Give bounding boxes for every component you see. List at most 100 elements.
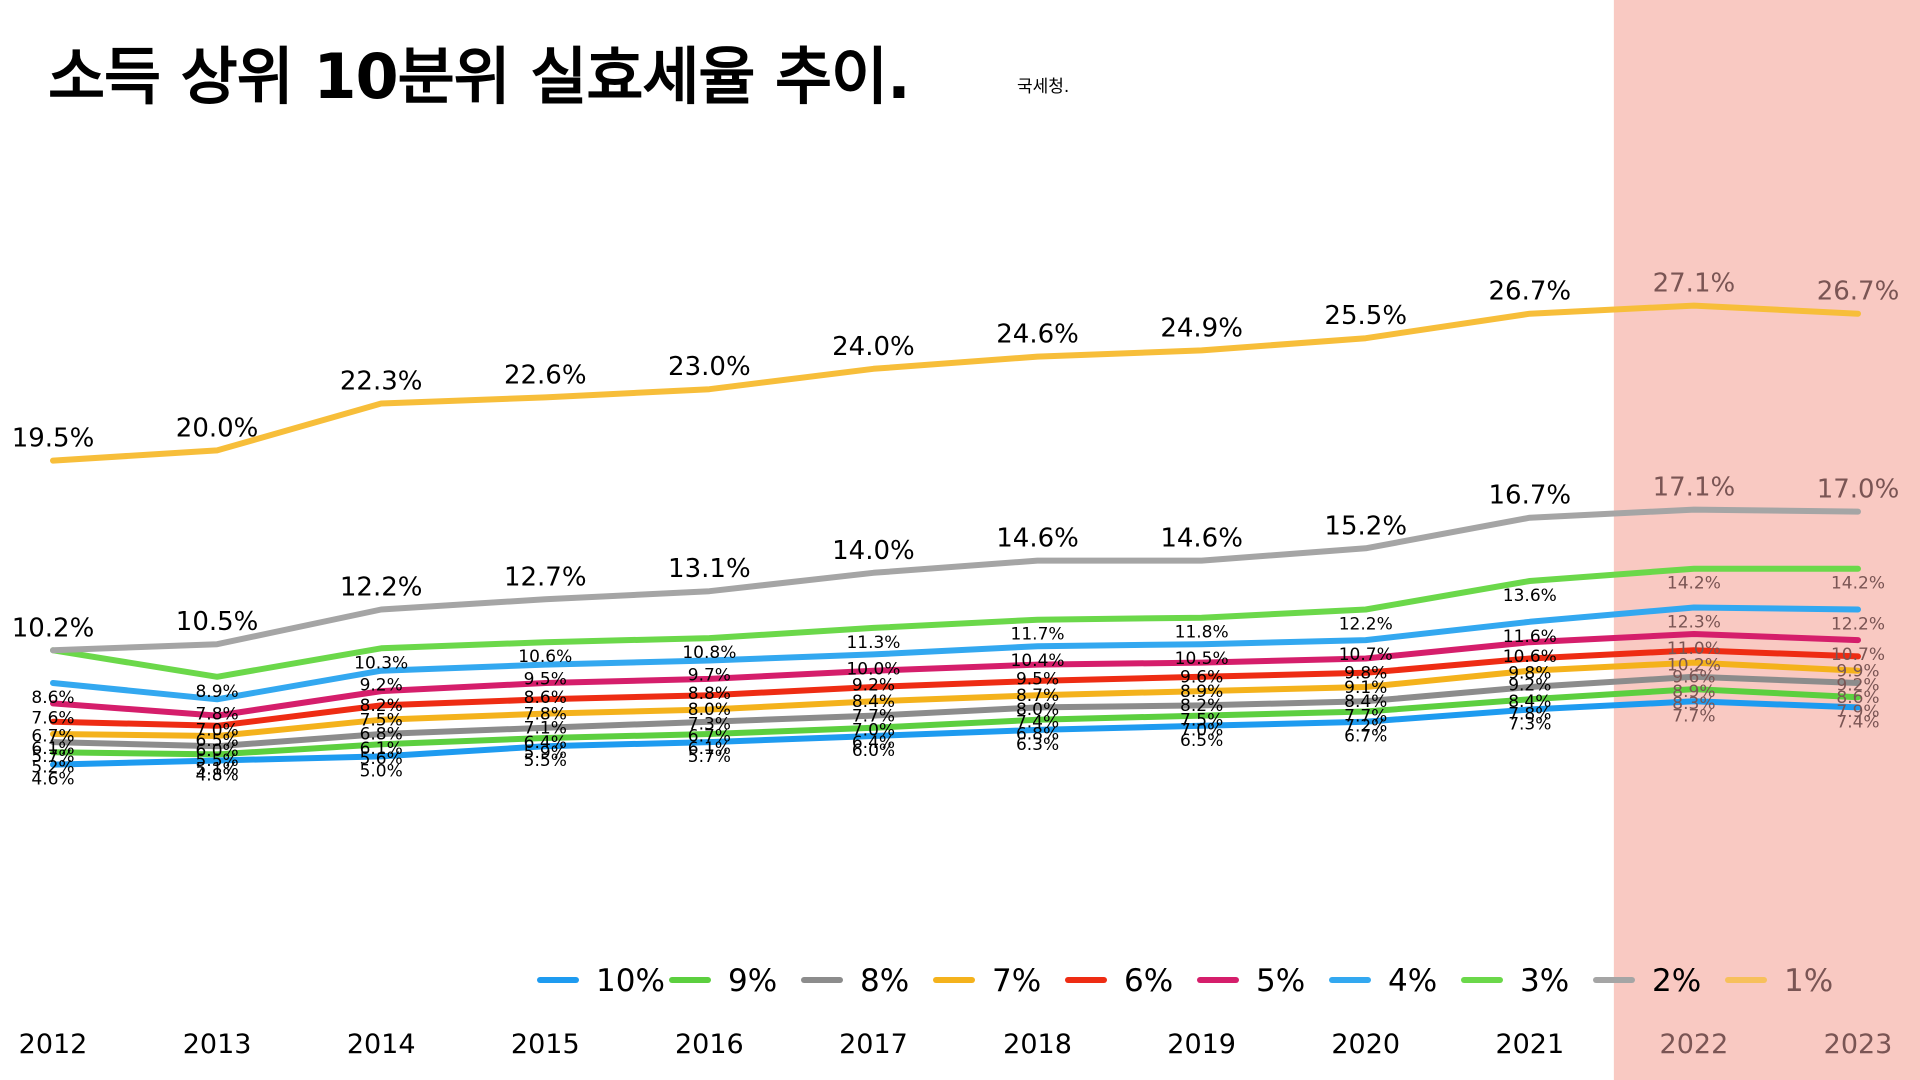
series-line-1pct bbox=[50, 302, 1861, 464]
data-label: 6.4% bbox=[524, 733, 567, 753]
data-label: 8.9% bbox=[1672, 682, 1715, 702]
data-label: 15.2% bbox=[1324, 511, 1407, 541]
data-label: 5.7% bbox=[31, 747, 74, 767]
data-label: 5.6% bbox=[360, 749, 403, 769]
data-label: 10.6% bbox=[518, 647, 572, 667]
data-label: 8.4% bbox=[1508, 692, 1551, 712]
data-label: 9.2% bbox=[1508, 676, 1551, 696]
data-label: 7.5% bbox=[360, 710, 403, 730]
data-label: 10.5% bbox=[176, 607, 259, 637]
series-line-9pct bbox=[50, 686, 1861, 758]
data-label: 9.7% bbox=[688, 666, 731, 686]
data-label: 8.3% bbox=[1672, 694, 1715, 714]
series-line-2pct bbox=[50, 506, 1861, 654]
x-tick-label: 2020 bbox=[1331, 1029, 1400, 1060]
series-line-4pct bbox=[50, 604, 1861, 703]
data-label: 8.6% bbox=[31, 688, 74, 708]
x-tick-label: 2018 bbox=[1003, 1029, 1072, 1060]
data-label: 8.6% bbox=[1836, 688, 1879, 708]
data-label: 10.2% bbox=[1667, 655, 1721, 675]
data-label: 16.7% bbox=[1489, 481, 1572, 511]
data-label: 7.7% bbox=[852, 706, 895, 726]
data-label: 7.5% bbox=[1180, 710, 1223, 730]
data-label: 7.9% bbox=[1836, 702, 1879, 722]
x-tick-label: 2021 bbox=[1495, 1029, 1564, 1060]
legend-label: 4% bbox=[1388, 963, 1437, 999]
series-line-3pct bbox=[50, 565, 1861, 680]
x-tick-label: 2012 bbox=[19, 1029, 88, 1060]
data-label: 8.2% bbox=[1180, 696, 1223, 716]
data-label: 14.0% bbox=[832, 536, 915, 566]
data-label: 6.1% bbox=[31, 739, 74, 759]
legend-label: 7% bbox=[992, 963, 1041, 999]
legend-label: 3% bbox=[1520, 963, 1569, 999]
data-label: 7.1% bbox=[524, 719, 567, 739]
data-label: 6.5% bbox=[1180, 731, 1223, 751]
data-label: 14.6% bbox=[996, 524, 1079, 554]
data-label: 6.7% bbox=[1344, 727, 1387, 747]
data-label: 9.5% bbox=[1016, 670, 1059, 690]
legend-label: 2% bbox=[1652, 963, 1701, 999]
data-label: 9.8% bbox=[1344, 663, 1387, 683]
x-tick-label: 2016 bbox=[675, 1029, 744, 1060]
data-label: 9.1% bbox=[1344, 678, 1387, 698]
data-label: 10.6% bbox=[1503, 647, 1557, 667]
data-label: 6.4% bbox=[852, 733, 895, 753]
data-label: 12.2% bbox=[1831, 615, 1885, 635]
x-tick-label: 2017 bbox=[839, 1029, 908, 1060]
data-label: 9.6% bbox=[1180, 668, 1223, 688]
data-label: 6.1% bbox=[688, 739, 731, 759]
data-label: 9.2% bbox=[360, 676, 403, 696]
data-label: 26.7% bbox=[1817, 277, 1900, 307]
data-label: 12.2% bbox=[340, 573, 423, 603]
data-label: 8.0% bbox=[1016, 700, 1059, 720]
data-label: 7.0% bbox=[852, 721, 895, 741]
data-label: 7.3% bbox=[688, 714, 731, 734]
legend-label: 9% bbox=[728, 963, 777, 999]
data-label: 10.7% bbox=[1831, 645, 1885, 665]
data-label: 14.6% bbox=[1160, 524, 1243, 554]
data-label: 6.7% bbox=[688, 727, 731, 747]
data-label: 11.3% bbox=[846, 633, 900, 653]
data-label: 7.7% bbox=[1344, 706, 1387, 726]
legend-label: 6% bbox=[1124, 963, 1173, 999]
data-label: 5.7% bbox=[688, 747, 731, 767]
x-tick-label: 2015 bbox=[511, 1029, 580, 1060]
data-label: 7.0% bbox=[1180, 721, 1223, 741]
legend-label: 8% bbox=[860, 963, 909, 999]
data-label: 12.7% bbox=[504, 562, 587, 592]
data-label: 7.0% bbox=[195, 721, 238, 741]
source-note: 국세청. bbox=[1017, 77, 1070, 97]
data-label: 10.5% bbox=[1175, 649, 1229, 669]
data-label: 11.7% bbox=[1011, 625, 1065, 645]
data-label: 22.6% bbox=[504, 360, 587, 390]
data-label: 8.9% bbox=[195, 682, 238, 702]
data-label: 19.5% bbox=[12, 424, 95, 454]
data-label: 10.2% bbox=[12, 613, 95, 643]
series-line-8pct bbox=[50, 673, 1861, 750]
data-label: 5.0% bbox=[360, 761, 403, 781]
data-label: 5.1% bbox=[195, 759, 238, 779]
data-label: 20.0% bbox=[176, 413, 259, 443]
data-label: 25.5% bbox=[1324, 301, 1407, 331]
legend-label: 5% bbox=[1256, 963, 1305, 999]
data-label: 8.2% bbox=[360, 696, 403, 716]
data-label: 5.5% bbox=[524, 751, 567, 771]
x-tick-label: 2023 bbox=[1824, 1029, 1893, 1060]
x-tick-label: 2019 bbox=[1167, 1029, 1236, 1060]
data-label: 24.0% bbox=[832, 332, 915, 362]
data-label: 6.0% bbox=[195, 741, 238, 761]
data-label: 6.7% bbox=[31, 727, 74, 747]
data-label: 8.6% bbox=[524, 688, 567, 708]
data-label: 6.5% bbox=[195, 731, 238, 751]
data-label: 11.0% bbox=[1667, 639, 1721, 659]
data-label: 11.8% bbox=[1175, 623, 1229, 643]
data-label: 14.2% bbox=[1831, 574, 1885, 594]
data-label: 10.3% bbox=[354, 653, 408, 673]
data-label: 5.2% bbox=[31, 757, 74, 777]
data-label: 5.5% bbox=[195, 751, 238, 771]
data-label: 24.9% bbox=[1160, 313, 1243, 343]
chart-title: 소득 상위 10분위 실효세율 추이. bbox=[48, 40, 911, 113]
data-label: 7.3% bbox=[1508, 714, 1551, 734]
